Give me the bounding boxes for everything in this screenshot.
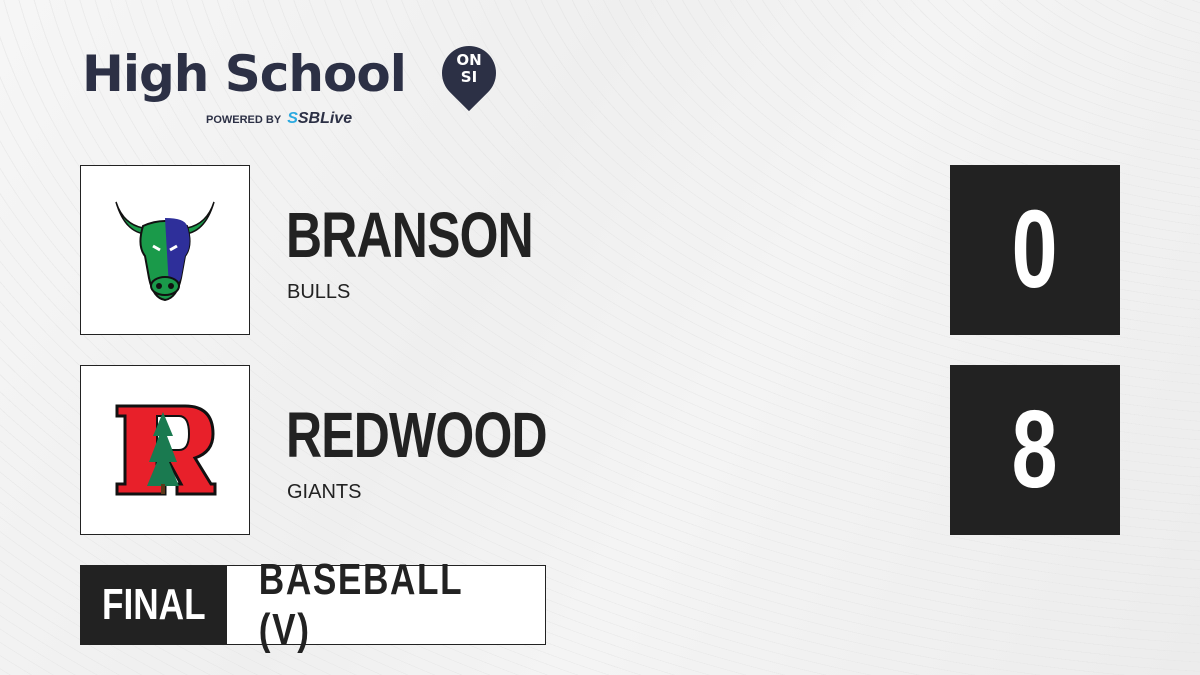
branson-bull-logo xyxy=(80,165,250,335)
si-badge: ON SI xyxy=(456,51,482,86)
redwood-r-logo xyxy=(80,365,250,535)
away-team-name: REDWOOD xyxy=(286,399,548,471)
home-team-mascot: BULLS xyxy=(287,281,351,303)
powered-by: POWERED BY SSBLive xyxy=(206,110,353,127)
game-status-bar: FINAL BASEBALL (V) xyxy=(80,555,546,654)
high-school-on-si-logo: High School ON SI POWERED BY SSBLive xyxy=(82,34,508,127)
away-team-mascot: GIANTS xyxy=(287,481,362,503)
final-badge: FINAL xyxy=(81,566,227,644)
home-team-name: BRANSON xyxy=(286,199,534,271)
sport-label: BASEBALL (V) xyxy=(258,555,463,654)
brand-title: High School xyxy=(82,45,407,103)
away-team-score: 8 xyxy=(950,365,1120,535)
home-team-score: 0 xyxy=(950,165,1120,335)
sblive-logo: SSBLive xyxy=(287,110,353,127)
